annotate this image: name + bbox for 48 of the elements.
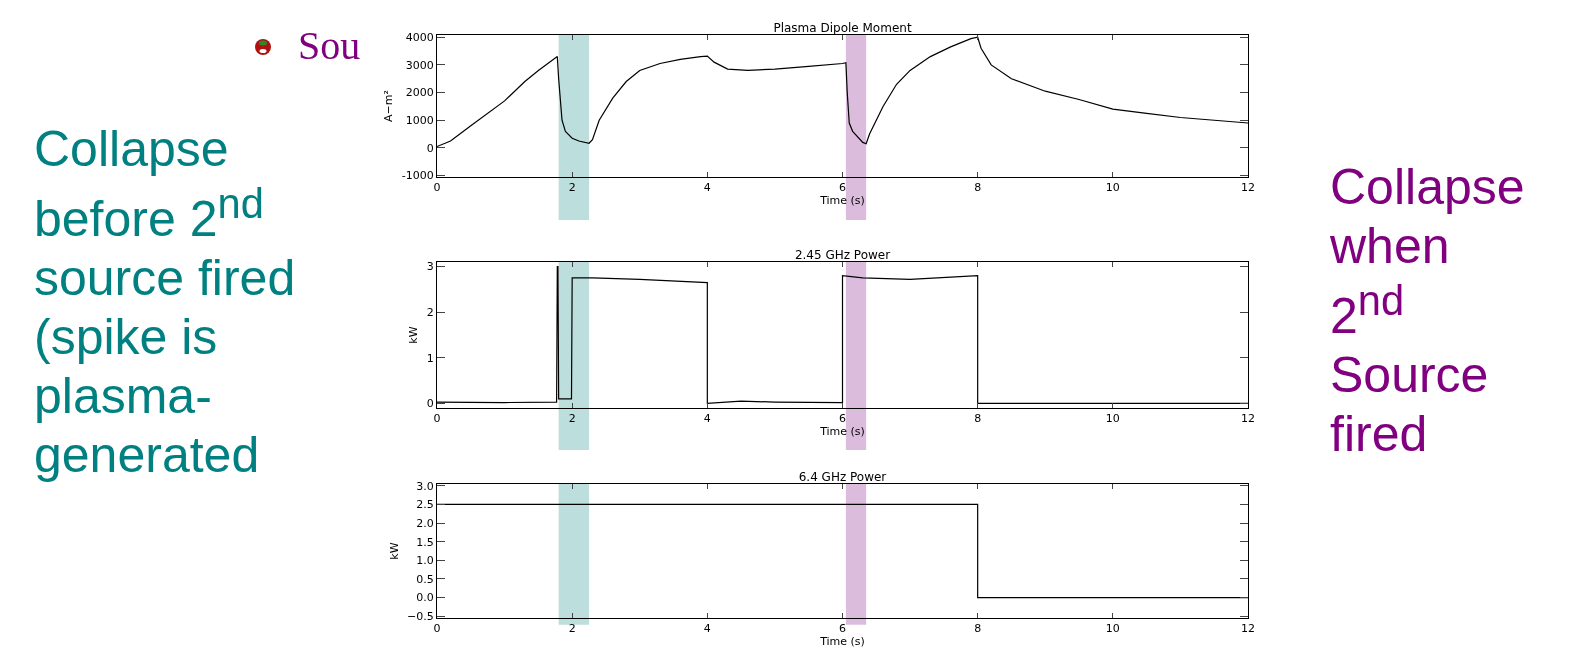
- x-tick-label: 12: [1241, 622, 1255, 636]
- y-tick-label: 2000: [405, 86, 434, 100]
- x-tick-label: 12: [1241, 181, 1255, 195]
- chart-title: Plasma Dipole Moment: [773, 21, 912, 35]
- y-tick-label: 1000: [405, 114, 434, 128]
- x-tick-label: 4: [703, 181, 711, 195]
- x-tick-label: 8: [974, 181, 982, 195]
- y-tick-label: 1.0: [416, 554, 434, 568]
- y-tick-label: 1: [426, 351, 434, 365]
- text: Collapse before 2$^{nd}$ source fired (spike is plasma-generated: [34, 120, 296, 485]
- y-tick-label: 3.0: [416, 479, 434, 493]
- y-tick-label: 0: [426, 141, 434, 155]
- y-tick-label: −0.5: [407, 609, 434, 623]
- y-tick-label: 0: [426, 397, 434, 411]
- x-tick-label: 8: [974, 622, 982, 636]
- y-tick-label: 4000: [405, 31, 434, 45]
- x-tick-label: 6: [839, 622, 846, 636]
- y-axis-title: A−m²: [382, 90, 396, 122]
- chart-title: 6.4 GHz Power: [798, 470, 887, 484]
- y-tick-label: 0.0: [416, 591, 434, 605]
- x-axis-title: Time (s): [819, 635, 865, 649]
- x-tick-label: 10: [1105, 412, 1120, 426]
- x-tick-label: 10: [1105, 622, 1120, 636]
- y-tick-label: -1000: [401, 169, 434, 183]
- x-tick-label: 2: [568, 181, 576, 195]
- text: Sou: [298, 23, 361, 68]
- x-tick-label: 8: [974, 412, 982, 426]
- y-tick-label: 2.5: [416, 498, 434, 512]
- x-tick-label: 4: [703, 412, 711, 426]
- y-tick-label: 3000: [405, 58, 434, 72]
- x-tick-label: 2: [568, 412, 576, 426]
- x-tick-label: 12: [1241, 412, 1255, 426]
- text: Collapse when 2$^{nd}$ Source fired: [1330, 158, 1526, 464]
- x-axis-title: Time (s): [819, 425, 865, 439]
- x-tick-label: 4: [703, 622, 711, 636]
- y-tick-label: 3: [426, 260, 434, 274]
- y-tick-label: 1.5: [416, 535, 434, 549]
- chart-title: 2.45 GHz Power: [794, 248, 891, 262]
- x-tick-label: 2: [568, 622, 576, 636]
- x-tick-label: 6: [839, 181, 846, 195]
- x-axis-title: Time (s): [819, 194, 865, 208]
- x-tick-label: 6: [839, 412, 846, 426]
- y-tick-label: 2: [426, 306, 434, 320]
- y-axis-title: kW: [407, 326, 421, 344]
- y-tick-label: 0.5: [416, 572, 434, 586]
- x-tick-label: 10: [1105, 181, 1120, 195]
- y-axis-title: kW: [387, 542, 401, 560]
- y-tick-label: 2.0: [416, 516, 434, 530]
